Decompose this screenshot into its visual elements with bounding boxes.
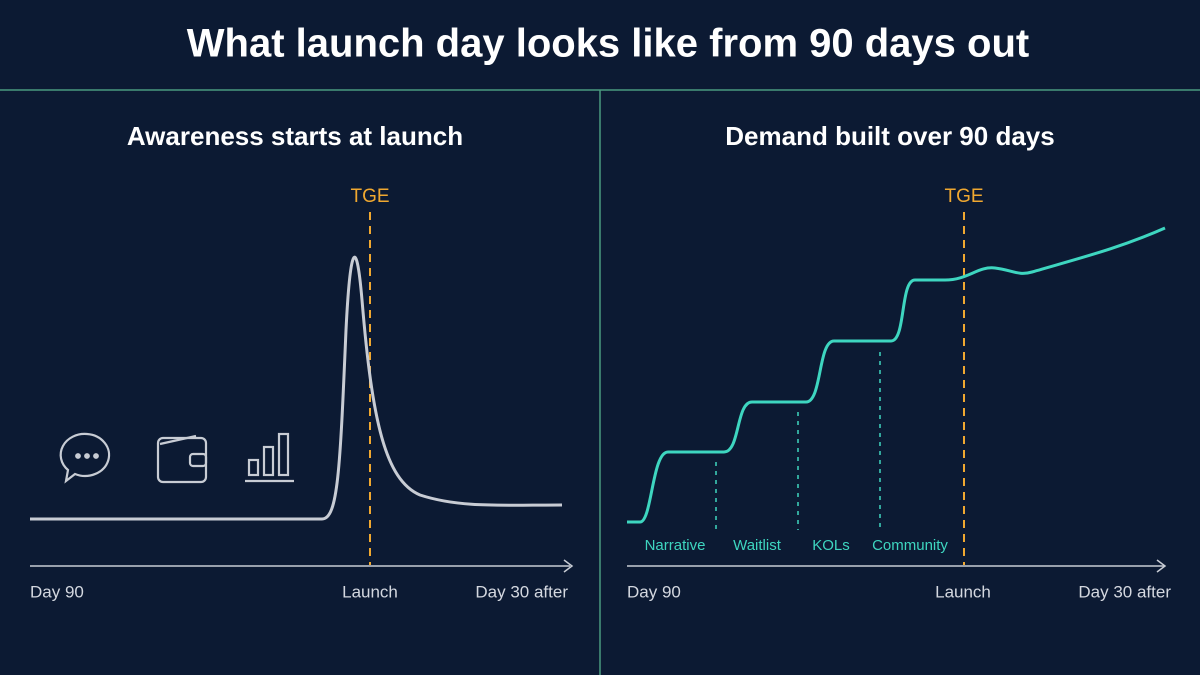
- stage-label: Waitlist: [733, 537, 782, 554]
- demand-curve: [627, 226, 1166, 524]
- panel-title: Awareness starts at launch: [127, 121, 463, 151]
- marker-label: TGE: [350, 186, 389, 207]
- stage-label: KOLs: [812, 537, 850, 554]
- axis-label: Day 30 after: [475, 582, 568, 601]
- panel-title: Demand built over 90 days: [725, 121, 1054, 151]
- chat-icon: [59, 432, 111, 484]
- axis-label: Launch: [935, 582, 991, 601]
- axis-label: Launch: [342, 582, 398, 601]
- marker-label: TGE: [944, 186, 983, 207]
- axis-label: Day 90: [30, 582, 84, 601]
- axis-label: Day 90: [627, 582, 681, 601]
- axis-arrow: [563, 559, 574, 573]
- stage-dividers: [715, 352, 881, 530]
- awareness-curve: [30, 255, 563, 521]
- page-title: What launch day looks like from 90 days …: [187, 22, 1029, 66]
- stage-label: Community: [872, 537, 948, 554]
- axis-arrow: [1156, 559, 1167, 573]
- stage-label: Narrative: [645, 537, 706, 554]
- right-panel: Demand built over 90 days TGE Narrative …: [627, 121, 1171, 601]
- left-panel: Awareness starts at launch TGE Day 90 La…: [30, 121, 574, 601]
- axis-label: Day 30 after: [1078, 582, 1171, 601]
- icons: [59, 432, 294, 484]
